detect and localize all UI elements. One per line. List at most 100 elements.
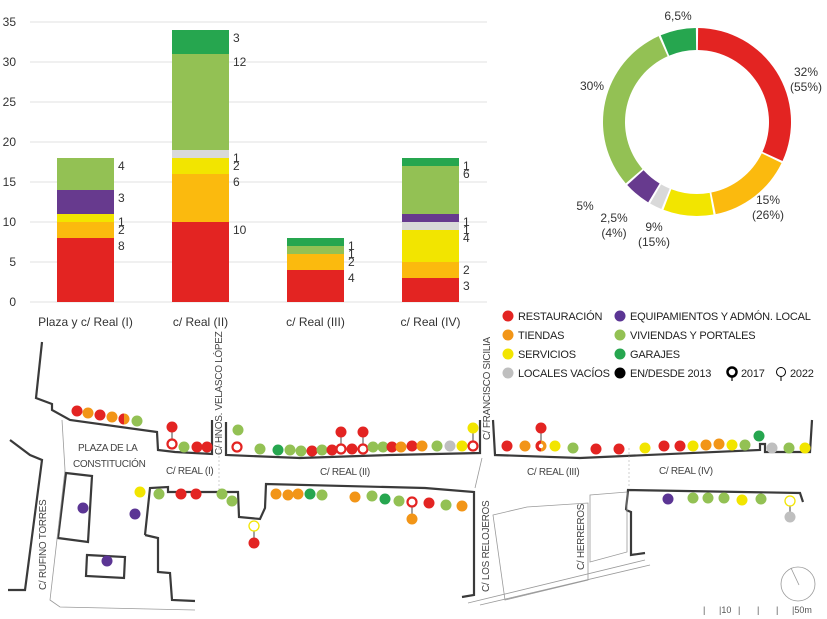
label-plaza-line2: CONSTITUCIÓN xyxy=(73,457,146,470)
block-herreros-east xyxy=(589,491,628,563)
map-dot-restauracion xyxy=(501,440,513,452)
map-dot-garajes xyxy=(379,493,391,505)
legend-label: EN/DESDE 2013 xyxy=(630,368,711,380)
map-dot-viviendas xyxy=(687,492,699,504)
segment-value-label: 1 xyxy=(463,159,470,173)
y-tick-label: 25 xyxy=(3,95,17,109)
map-dot-servicios xyxy=(549,440,561,452)
bars xyxy=(57,30,459,302)
bar-segment-garajes xyxy=(172,30,229,54)
map-dot-tiendas xyxy=(406,513,418,525)
donut-slice-servicios xyxy=(663,189,714,216)
rufino-west-edge xyxy=(8,439,44,592)
dashed-dividers xyxy=(218,440,630,490)
bar-segment-viviendas xyxy=(287,246,344,254)
category-label: c/ Real (III) xyxy=(286,315,345,329)
legend-swatch xyxy=(614,367,626,379)
bar-segment-viviendas xyxy=(172,54,229,150)
scale-bar: | |10 | | | |50m xyxy=(703,605,812,615)
map-dot-restauracion xyxy=(175,488,187,500)
map-dot-tiendas xyxy=(282,489,294,501)
map-marker-2017 xyxy=(335,443,347,455)
y-tick-label: 5 xyxy=(9,255,16,269)
segment-value-label: 2 xyxy=(118,223,125,237)
map-marker-2017 xyxy=(166,438,178,450)
map-dot-tiendas xyxy=(106,411,118,423)
donut-sublabel-vacios: (4%) xyxy=(601,226,626,240)
segment-value-label: 1 xyxy=(463,223,470,237)
segment-value-label: 2 xyxy=(233,159,240,173)
segment-value-label: 10 xyxy=(233,223,247,237)
map-dot-restauracion xyxy=(335,426,347,438)
y-tick-label: 20 xyxy=(3,135,17,149)
map-dot-restauracion xyxy=(248,537,260,549)
y-tick-label: 35 xyxy=(3,15,17,29)
map-dot-viviendas xyxy=(153,488,165,500)
north-real-ii-edge xyxy=(224,420,482,460)
donut-labels: 32%(55%) 15%(26%) 9%(15%) 2,5%(4%) 5% 30% 6,5% xyxy=(576,9,822,249)
map-dot-viviendas xyxy=(783,442,795,454)
map-dot-restauracion xyxy=(191,441,203,453)
map-dot-dot_equip xyxy=(77,502,89,514)
map-dot-tiendas xyxy=(416,440,428,452)
donut-slice-restauracion xyxy=(697,28,791,161)
legend-label: RESTAURACIÓN xyxy=(518,310,602,323)
donut-slice-garajes xyxy=(660,28,697,56)
label-plaza-line1: PLAZA DE LA xyxy=(78,443,138,454)
map-marker-2017 xyxy=(406,496,418,508)
map-dot-viviendas xyxy=(393,495,405,507)
map-dot-servicios xyxy=(687,440,699,452)
y-tick-label: 30 xyxy=(3,55,17,69)
map-dot-restauracion xyxy=(423,497,435,509)
bar-segment-tiendas xyxy=(172,174,229,222)
label-hnos-velasco: C/ HNOS. VELASCO LÓPEZ xyxy=(212,331,225,455)
south-real-iv-lower xyxy=(625,508,646,557)
map-dot-viviendas xyxy=(131,415,143,427)
label-francisco-sicilia: C/ FRANCISCO SICILIA xyxy=(482,336,493,440)
map-dot-servicios xyxy=(639,442,651,454)
bar-segment-viviendas xyxy=(402,166,459,214)
segment-value-label: 1 xyxy=(348,247,355,261)
map-dot-tiendas xyxy=(456,500,468,512)
map-dot-viviendas xyxy=(755,493,767,505)
map-dot-restauracion xyxy=(406,440,418,452)
donut-sublabel-restauracion: (55%) xyxy=(790,80,822,94)
label-real-iv: C/ REAL (IV) xyxy=(659,466,713,477)
legend-swatch xyxy=(502,367,514,379)
map-dot-viviendas xyxy=(366,490,378,502)
segment-value-label: 12 xyxy=(233,55,247,69)
bar-segment-restauracion xyxy=(172,222,229,302)
y-tick-label: 10 xyxy=(3,215,17,229)
label-rufino-torres: C/ RUFINO TORRES xyxy=(38,499,49,590)
map-marker-2017 xyxy=(467,440,479,452)
donut-slice-vacios xyxy=(650,184,670,209)
map-dot-viviendas xyxy=(718,492,730,504)
y-axis-ticks: 0 5 10 15 20 25 30 35 xyxy=(3,15,17,309)
map-dot-restauracion xyxy=(201,441,213,453)
map-marker-2022 xyxy=(248,520,260,532)
sicilia-connector xyxy=(474,457,483,489)
scale-label-50: |50m xyxy=(792,605,812,615)
bar-segment-viviendas xyxy=(57,158,114,190)
map-dot-restauracion xyxy=(613,443,625,455)
map-dot-split-half xyxy=(118,413,124,425)
label-herreros: C/ HERREROS xyxy=(576,503,587,570)
legend-swatch xyxy=(502,310,514,322)
map-dot-dot_equip xyxy=(101,555,113,567)
legend-label: EQUIPAMIENTOS Y ADMÓN. LOCAL xyxy=(630,310,811,323)
map-dot-restauracion xyxy=(166,421,178,433)
map-dot-garajes xyxy=(753,430,765,442)
map-dot-vacios xyxy=(766,442,778,454)
map-dot-restauracion xyxy=(357,426,369,438)
map-dot-viviendas xyxy=(232,424,244,436)
label-real-i: C/ REAL (I) xyxy=(166,466,213,477)
map-dot-restauracion xyxy=(306,445,318,457)
map-dot-viviendas xyxy=(702,492,714,504)
south-real-iv-edge xyxy=(624,488,805,511)
label-relojeros: C/ LOS RELOJEROS xyxy=(481,500,492,592)
bar-segment-tiendas xyxy=(402,262,459,278)
road-lower xyxy=(467,559,646,604)
segment-value-label: 4 xyxy=(348,271,355,285)
